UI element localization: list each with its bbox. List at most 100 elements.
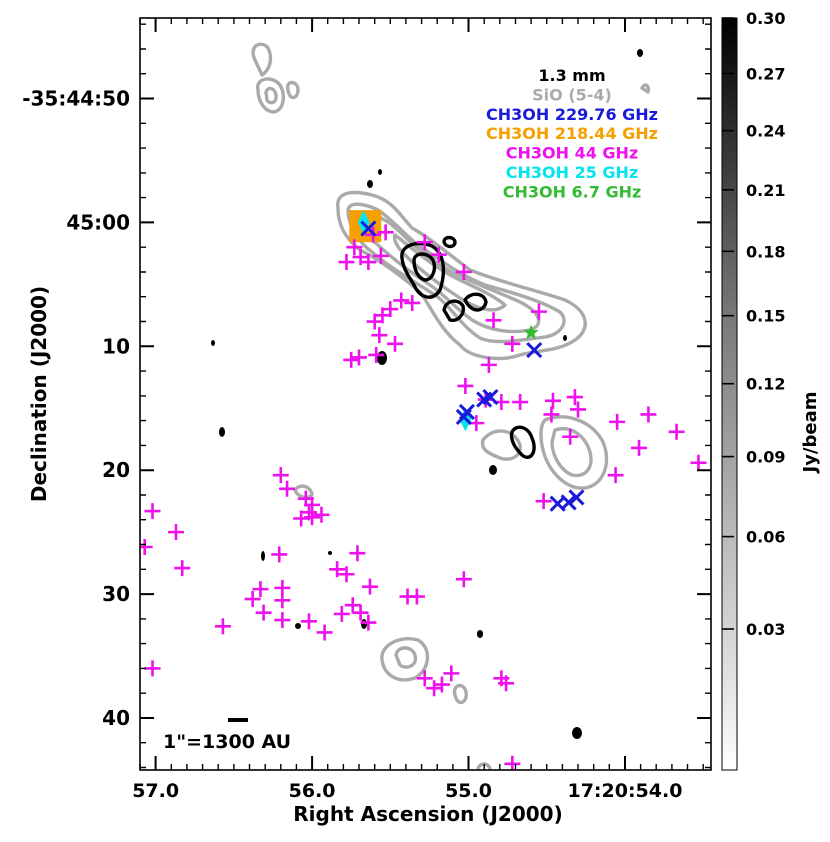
maser-44ghz-marker (457, 377, 474, 394)
colorbar-ticks: 0.30 0.27 0.24 0.21 0.18 0.15 0.12 0.09 0.06 0.03 (722, 9, 785, 639)
maser-44ghz-marker (416, 234, 433, 251)
maser-44ghz-marker (455, 571, 472, 588)
sio-contour (251, 42, 273, 77)
continuum-clump (328, 551, 332, 555)
maser-44ghz-marker (544, 392, 561, 409)
legend-entry: SiO (5-4) (532, 85, 612, 104)
continuum-clump (211, 340, 215, 346)
maser-6-7ghz-marker (523, 324, 539, 340)
continuum-clump (572, 727, 582, 739)
colorbar-tick-label: 0.27 (746, 64, 785, 83)
maser-44ghz-marker (485, 312, 502, 329)
legend-entry: 1.3 mm (538, 66, 605, 85)
colorbar-tick-label: 0.24 (746, 122, 785, 141)
plot-frame (139, 17, 712, 771)
sio-contour (264, 86, 278, 105)
maser-markers (140, 210, 707, 770)
maser-44ghz-marker (333, 605, 350, 622)
maser-44ghz-marker (368, 346, 385, 363)
continuum-contour (509, 425, 536, 459)
maser-44ghz-marker (144, 660, 161, 677)
sio-contour (285, 80, 300, 100)
colorbar-tick-label: 0.18 (746, 242, 785, 261)
maser-44ghz-marker (344, 597, 361, 614)
colorbar: 0.30 0.27 0.24 0.21 0.18 0.15 0.12 0.09 0.06 0.03… (721, 9, 821, 771)
maser-44ghz-marker (174, 560, 191, 577)
x-tick-label: 55.0 (445, 780, 492, 802)
sio-contour (394, 646, 418, 669)
maser-44ghz-marker (338, 254, 355, 271)
maser-44ghz-marker (316, 624, 333, 641)
maser-44ghz-marker (566, 389, 583, 406)
x-tick-label: 17:20:54.0 (567, 780, 682, 802)
y-tick-labels: -35:44:50 45:00 10 20 30 40 (22, 87, 130, 730)
continuum-clump (295, 623, 301, 629)
maser-44ghz-marker (443, 665, 460, 682)
maser-44ghz-marker (255, 604, 272, 621)
maser-44ghz-marker (360, 254, 377, 271)
maser-44ghz-marker (351, 349, 368, 366)
maser-44ghz-marker (640, 406, 657, 423)
maser-44ghz-marker (504, 335, 521, 352)
maser-44ghz-marker (426, 680, 443, 697)
sio-contour (640, 83, 651, 94)
continuum-clump (377, 351, 387, 365)
maser-44ghz-marker (609, 413, 626, 430)
continuum-clump (477, 630, 483, 638)
continuum-clump (378, 169, 382, 175)
maser-44ghz-marker (455, 263, 472, 280)
maser-44ghz-marker (366, 313, 383, 330)
maser-44ghz-marker (214, 618, 231, 635)
sio-contour (550, 427, 593, 478)
colorbar-tick-label: 0.30 (746, 9, 785, 28)
maser-44ghz-marker (271, 546, 288, 563)
maser-44ghz-marker (668, 423, 685, 440)
continuum-contour (400, 241, 446, 299)
maser-44ghz-marker (404, 294, 421, 311)
colorbar-tick-label: 0.15 (746, 307, 785, 326)
maser-44ghz-marker (393, 292, 410, 309)
sio-contour (336, 190, 587, 361)
continuum-contour (412, 252, 437, 282)
maser-44ghz-marker (274, 579, 291, 596)
continuum-clump (361, 619, 367, 629)
maser-44ghz-marker (416, 670, 433, 687)
sio-contour (452, 683, 468, 705)
maser-44ghz-marker (480, 356, 497, 373)
maser-44ghz-marker (300, 613, 317, 630)
y-axis-label: Declination (J2000) (27, 286, 51, 502)
maser-44ghz-marker (346, 239, 363, 256)
maser-229ghz-marker (560, 494, 577, 511)
x-tick-label: 56.0 (289, 780, 336, 802)
maser-44ghz-marker (349, 545, 366, 562)
maser-44ghz-marker (504, 755, 521, 770)
maser-229ghz-marker (482, 389, 499, 406)
maser-44ghz-marker (360, 614, 377, 631)
maser-44ghz-marker (386, 335, 403, 352)
y-tick-label: 45:00 (66, 210, 130, 234)
legend-entry: CH3OH 25 GHz (506, 163, 639, 182)
colorbar-tick-label: 0.21 (746, 181, 785, 200)
maser-44ghz-marker (361, 578, 378, 595)
sio-contour (380, 637, 430, 682)
sio-contour (539, 415, 609, 490)
sio-contour (293, 484, 314, 500)
maser-44ghz-marker (690, 454, 707, 471)
maser-44ghz-marker (144, 503, 161, 520)
maser-44ghz-marker (293, 510, 310, 527)
maser-44ghz-marker (167, 524, 184, 541)
sio-contour (346, 202, 566, 344)
sio-contour (480, 429, 522, 461)
y-tick-label: -35:44:50 (22, 87, 130, 111)
continuum-contour (442, 299, 466, 322)
maser-44ghz-marker (607, 467, 624, 484)
continuum-clump (367, 180, 373, 188)
maser-44ghz-marker (313, 506, 330, 523)
maser-44ghz-marker (252, 581, 269, 598)
maser-44ghz-marker (512, 394, 529, 411)
colorbar-tick-label: 0.12 (746, 375, 785, 394)
maser-44ghz-marker (272, 467, 289, 484)
maser-44ghz-marker (543, 406, 560, 423)
